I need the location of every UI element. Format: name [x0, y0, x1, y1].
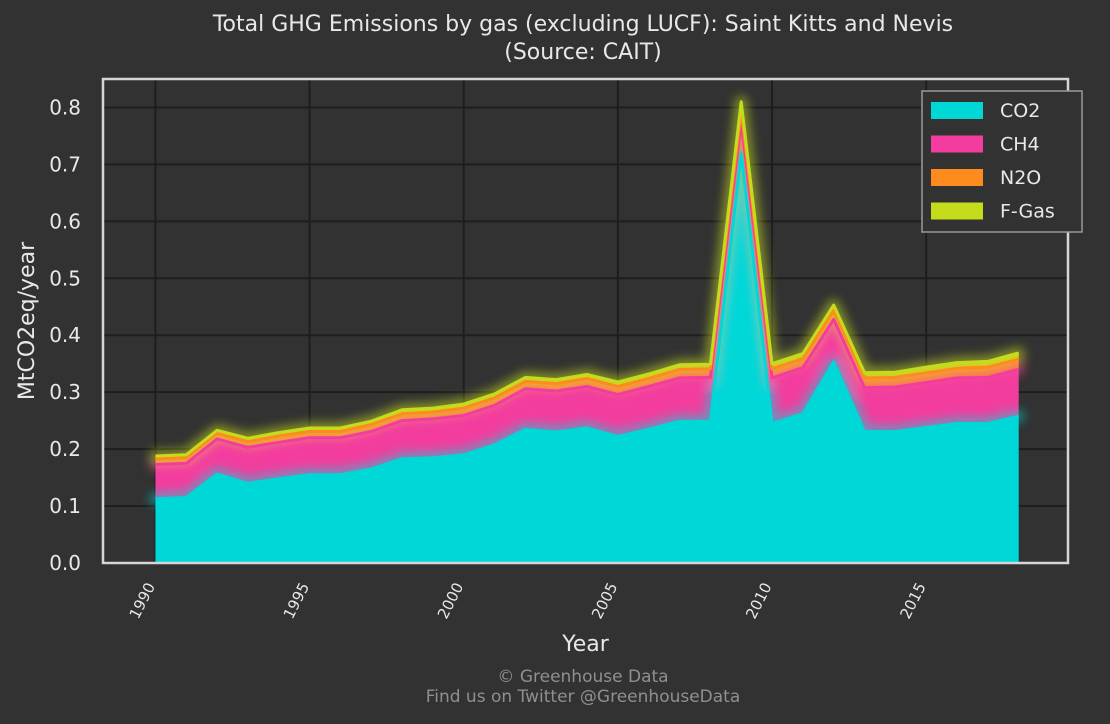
series-lines	[155, 100, 1020, 501]
y-axis-label: MtCO2eq/year	[15, 241, 40, 400]
y-tick-label: 0.3	[49, 380, 81, 404]
chart-subtitle: (Source: CAIT)	[504, 40, 662, 65]
x-tick-label: 2000	[434, 580, 467, 622]
credit-line-2: Find us on Twitter @GreenhouseData	[425, 687, 741, 707]
x-axis-label: Year	[561, 632, 610, 657]
y-tick-label: 0.8	[49, 95, 81, 119]
line-ch4	[155, 120, 1020, 466]
x-axis-ticks: 1990 1995 2000 2005 2010 2015	[126, 580, 930, 622]
legend-label: F-Gas	[1000, 201, 1055, 223]
line-co2	[155, 151, 1020, 501]
y-tick-label: 0.7	[49, 152, 81, 176]
legend-swatch	[931, 202, 983, 220]
legend-swatch	[931, 102, 983, 119]
line-n2o	[155, 108, 1020, 461]
y-tick-label: 0.0	[49, 551, 81, 575]
x-tick-label: 2005	[588, 580, 621, 622]
y-tick-label: 0.2	[49, 437, 81, 461]
line-f-gas	[155, 100, 1020, 458]
x-tick-label: 1995	[280, 580, 313, 622]
legend-swatch	[931, 135, 983, 153]
legend-label: N2O	[1000, 167, 1041, 189]
x-tick-label: 2010	[742, 580, 775, 622]
legend-label: CH4	[1000, 134, 1040, 156]
y-tick-label: 0.4	[49, 323, 81, 347]
y-tick-label: 0.6	[49, 209, 81, 233]
legend-label: CO2	[1000, 100, 1040, 122]
plot-frame	[101, 77, 1070, 565]
credit-line-1: © Greenhouse Data	[497, 667, 669, 687]
legend: CO2 CH4 N2O F-Gas	[921, 90, 1083, 233]
legend-swatch	[931, 169, 983, 186]
x-tick-label: 1990	[126, 580, 159, 622]
x-tick-label: 2015	[896, 580, 929, 622]
y-axis-ticks: 0.0 0.1 0.2 0.3 0.4 0.5 0.6 0.7 0.8	[49, 95, 81, 575]
y-tick-label: 0.5	[49, 266, 81, 290]
y-tick-label: 0.1	[49, 494, 81, 518]
area-co2	[155, 153, 1019, 563]
chart-title: Total GHG Emissions by gas (excluding LU…	[212, 12, 954, 37]
